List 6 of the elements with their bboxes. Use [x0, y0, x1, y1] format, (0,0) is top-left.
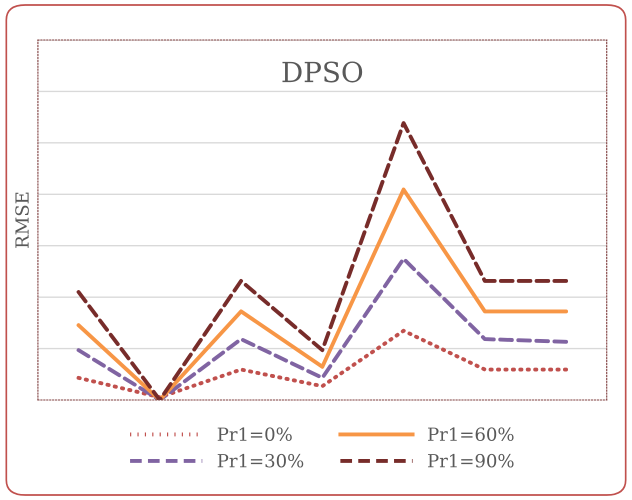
- legend-label: Pr1=30%: [218, 454, 304, 468]
- chart-title: DPSO: [282, 61, 362, 82]
- y-axis-title: RMSE: [15, 192, 29, 248]
- legend-label: Pr1=0%: [218, 427, 292, 442]
- legend-label: Pr1=90%: [428, 454, 514, 468]
- legend-label: Pr1=60%: [428, 427, 514, 442]
